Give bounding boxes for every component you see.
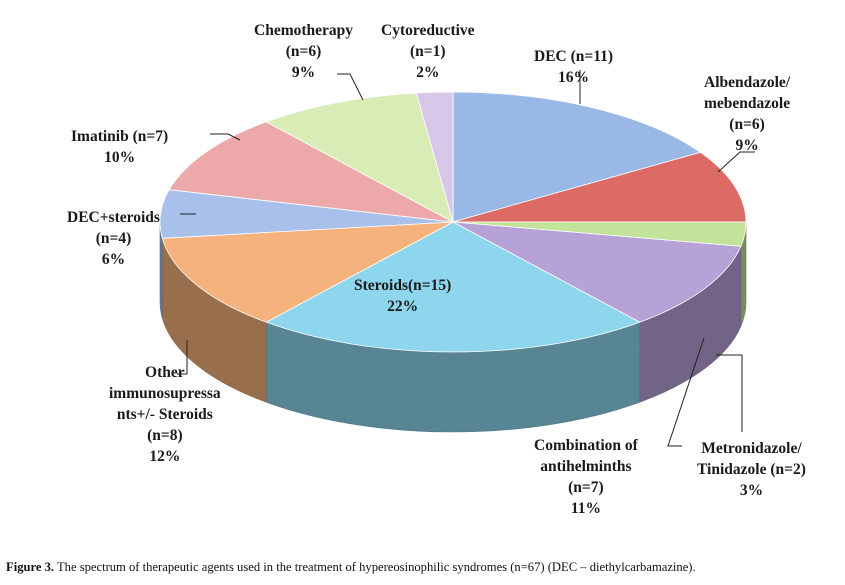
- figure-caption: Figure 3. The spectrum of therapeutic ag…: [6, 560, 696, 575]
- data-label-line: Other: [145, 364, 185, 381]
- data-label-line: 10%: [104, 149, 136, 166]
- slice-immunosuppressants: [161, 221, 454, 323]
- data-label-dec-steroids: DEC+steroids (n=4) 6%: [67, 207, 160, 270]
- data-label-line: Combination of: [534, 437, 638, 454]
- data-label-line: (n=6): [729, 116, 765, 133]
- data-label-line: Imatinib (n=7): [71, 128, 169, 145]
- data-label-line: 2%: [416, 64, 440, 81]
- data-label-antihelminths: Combination of antihelminths (n=7) 11%: [534, 435, 638, 519]
- data-label-line: DEC+steroids: [67, 209, 160, 226]
- data-label-line: (n=7): [568, 479, 604, 496]
- leader-line-imatinib: [210, 133, 241, 141]
- leader-line-chemotherapy: [337, 73, 364, 101]
- data-label-line: immunosupressa: [109, 385, 221, 402]
- data-label-line: antihelminths: [540, 458, 632, 475]
- data-label-metronidazole: Metronidazole/Tinidazole (n=2) 3%: [697, 438, 806, 501]
- data-label-line: Chemotherapy: [254, 22, 354, 39]
- data-label-cytoreductive: Cytoreductive (n=1) 2%: [381, 20, 475, 83]
- data-label-line: DEC (n=11): [534, 48, 614, 65]
- data-label-albendazole: Albendazole/mebendazole (n=6) 9%: [704, 72, 790, 156]
- slice-antihelminths: [452, 221, 742, 323]
- data-label-line: Tinidazole (n=2): [697, 461, 806, 478]
- data-label-line: (n=8): [147, 427, 183, 444]
- data-label-line: Albendazole/: [704, 74, 791, 91]
- leader-line-antihelminths: [667, 337, 705, 447]
- data-label-line: Cytoreductive: [381, 22, 475, 39]
- data-label-line: 6%: [101, 251, 126, 268]
- data-label-line: 22%: [387, 298, 419, 315]
- slice-dec: [452, 91, 702, 223]
- data-label-line: 16%: [558, 69, 590, 86]
- data-label-line: nts+/- Steroids: [116, 406, 213, 423]
- data-label-dec: DEC (n=11) 16%: [534, 46, 613, 88]
- data-label-steroids: Steroids(n=15) 22%: [354, 275, 451, 317]
- data-label-line: Metronidazole/: [701, 440, 802, 457]
- data-label-line: (n=1): [410, 43, 446, 60]
- data-label-immunosuppressants: Other immunosupressa nts+/- Steroids (n=8) 1…: [109, 362, 221, 467]
- data-label-line: (n=6): [285, 43, 322, 60]
- data-label-line: 3%: [739, 482, 764, 499]
- data-label-line: 12%: [149, 448, 181, 465]
- data-label-imatinib: Imatinib (n=7) 10%: [71, 126, 168, 168]
- data-label-line: 9%: [291, 64, 316, 81]
- data-label-line: Steroids(n=15): [354, 277, 452, 294]
- data-label-line: 11%: [570, 500, 601, 517]
- slice-imatinib: [168, 121, 454, 223]
- leader-line-metronidazole: [716, 354, 743, 432]
- data-label-line: (n=4): [95, 230, 132, 247]
- data-label-line: 9%: [735, 137, 759, 154]
- caption-text: The spectrum of therapeutic agents used …: [54, 560, 696, 574]
- slice-steroids: [265, 221, 641, 353]
- leader-line-immunosuppressants: [177, 340, 188, 375]
- slice-chemotherapy: [265, 92, 454, 223]
- slice-albendazole: [452, 151, 747, 223]
- caption-label: Figure 3.: [6, 560, 55, 574]
- slice-cytoreductive: [415, 91, 454, 223]
- data-label-chemotherapy: Chemotherapy (n=6) 9%: [254, 20, 353, 83]
- data-label-line: mebendazole: [704, 95, 791, 112]
- leader-line-albendazole: [717, 151, 755, 173]
